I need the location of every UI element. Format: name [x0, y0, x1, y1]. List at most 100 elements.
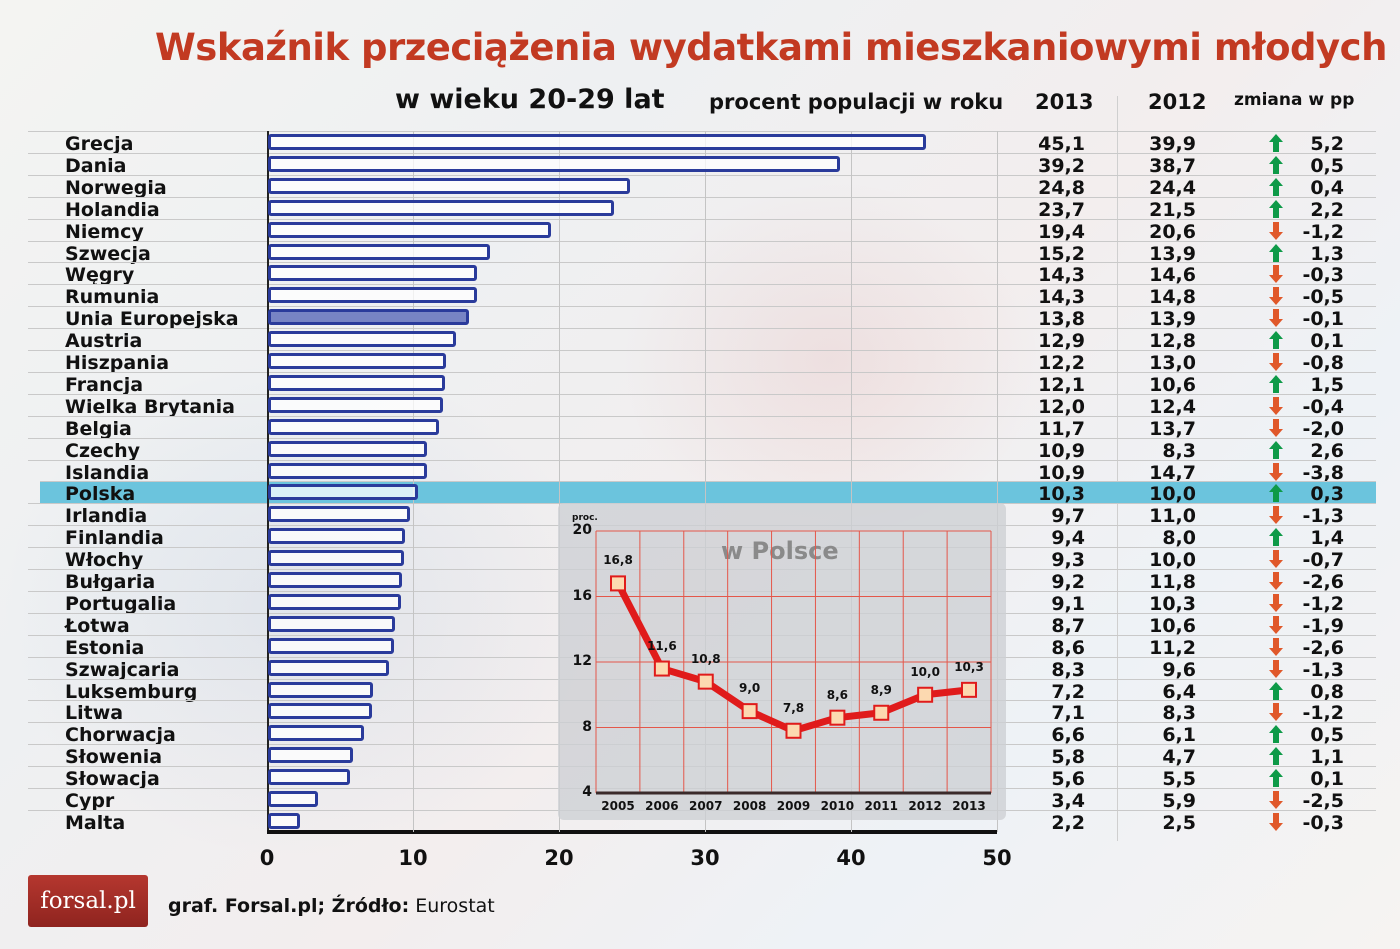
bar-niemcy — [268, 221, 552, 238]
value-2012: 14,7 — [1149, 461, 1196, 484]
chart-title: Wskaźnik przeciążenia wydatkami mieszkan… — [155, 26, 1387, 69]
change-value: -1,2 — [1302, 592, 1344, 615]
arrow-up-icon — [1269, 331, 1283, 350]
arrow-up-icon — [1269, 725, 1283, 744]
change-value: -0,1 — [1302, 308, 1344, 331]
country-name: Dania — [65, 154, 127, 177]
change-value: -1,2 — [1302, 220, 1344, 243]
value-2012: 14,8 — [1149, 286, 1196, 309]
value-2012: 10,3 — [1149, 592, 1196, 615]
inset-x-tick: 2006 — [645, 799, 679, 813]
country-name: Malta — [65, 811, 126, 834]
country-name: Szwajcaria — [65, 658, 180, 681]
inset-x-tick: 2012 — [908, 799, 942, 813]
arrow-down-icon — [1269, 221, 1283, 240]
country-name: Irlandia — [65, 505, 148, 528]
change-value: -0,3 — [1302, 264, 1344, 287]
country-name: Finlandia — [65, 527, 164, 550]
bar-łotwa — [268, 615, 396, 632]
table-row: Szwecja 15,2 13,9 1,3 — [28, 240, 1376, 265]
country-name: Szwecja — [65, 242, 151, 265]
inset-x-tick: 2007 — [689, 799, 723, 813]
arrow-down-icon — [1269, 550, 1283, 569]
value-2013: 9,1 — [1051, 592, 1085, 615]
country-name: Bułgaria — [65, 571, 156, 593]
value-2013: 12,2 — [1038, 352, 1085, 374]
chart-subtitle: w wieku 20-29 lat — [395, 84, 665, 115]
table-row: Dania 39,2 38,7 0,5 — [28, 152, 1376, 177]
inset-x-tick: 2011 — [864, 799, 898, 813]
country-name: Rumunia — [65, 286, 160, 309]
arrow-down-icon — [1269, 418, 1283, 437]
value-2012: 13,9 — [1149, 308, 1196, 331]
inset-x-tick: 2009 — [776, 799, 811, 813]
arrow-down-icon — [1269, 353, 1283, 371]
value-2013: 5,8 — [1051, 746, 1085, 769]
value-2013: 12,9 — [1038, 330, 1085, 353]
value-2013: 14,3 — [1038, 264, 1085, 287]
inset-point-label: 10,8 — [690, 651, 721, 666]
country-name: Węgry — [65, 264, 135, 287]
arrow-up-icon — [1269, 528, 1283, 547]
table-row: Hiszpania 12,2 13,0 -0,8 — [28, 350, 1376, 374]
value-2013: 9,3 — [1051, 549, 1085, 572]
bar-chorwacja — [268, 725, 365, 742]
bar-szwecja — [268, 243, 490, 260]
bar-cypr — [268, 791, 318, 807]
change-value: 1,1 — [1310, 746, 1344, 769]
table-row: Austria 12,9 12,8 0,1 — [28, 328, 1376, 353]
bar-hiszpania — [268, 353, 447, 369]
value-2012: 6,4 — [1162, 680, 1196, 703]
table-row: Norwegia 24,8 24,4 0,4 — [28, 174, 1376, 199]
x-tick-label: 30 — [690, 846, 720, 870]
bar-węgry — [268, 265, 477, 282]
value-2013: 9,4 — [1051, 527, 1085, 550]
inset-y-tick: 20 — [572, 522, 592, 538]
value-2012: 5,5 — [1162, 768, 1196, 791]
country-name: Hiszpania — [65, 352, 170, 374]
value-2013: 11,7 — [1038, 417, 1085, 440]
inset-x-tick: 2010 — [820, 799, 855, 813]
country-name: Austria — [65, 330, 143, 353]
bar-irlandia — [268, 506, 410, 523]
change-value: 2,2 — [1310, 198, 1344, 221]
inset-x-tick: 2005 — [601, 799, 635, 813]
value-2013: 13,8 — [1038, 308, 1085, 331]
change-value: -0,3 — [1302, 811, 1344, 834]
country-name: Litwa — [65, 702, 124, 725]
table-row: Czechy 10,9 8,3 2,6 — [28, 437, 1376, 462]
arrow-up-icon — [1269, 155, 1283, 174]
arrow-down-icon — [1269, 637, 1283, 656]
inset-point-label: 8,9 — [870, 682, 892, 697]
arrow-up-icon — [1269, 374, 1283, 393]
arrow-up-icon — [1269, 199, 1283, 218]
change-value: -2,6 — [1302, 636, 1344, 659]
arrow-up-icon — [1269, 681, 1283, 700]
source-note: graf. Forsal.pl; Źródło: Eurostat — [168, 895, 495, 917]
change-value: -2,6 — [1302, 571, 1344, 593]
value-2013: 2,2 — [1051, 811, 1085, 834]
inset-x-tick: 2008 — [732, 799, 767, 813]
value-2013: 45,1 — [1038, 133, 1085, 155]
country-name: Holandia — [65, 198, 160, 221]
value-2012: 5,9 — [1162, 790, 1196, 812]
bar-szwajcaria — [268, 659, 390, 676]
value-2012: 10,0 — [1149, 483, 1196, 506]
gridline — [705, 131, 706, 832]
bar-holandia — [268, 199, 615, 216]
bar-portugalia — [268, 593, 401, 610]
x-tick-label: 10 — [398, 846, 428, 870]
bar-austria — [268, 331, 457, 348]
table-row: Islandia 10,9 14,7 -3,8 — [28, 459, 1376, 484]
country-name: Polska — [65, 483, 136, 506]
value-2012: 14,6 — [1149, 264, 1196, 287]
arrow-down-icon — [1269, 396, 1283, 415]
value-2013: 10,9 — [1038, 461, 1085, 484]
arrow-up-icon — [1269, 243, 1283, 262]
bar-słowacja — [268, 769, 350, 786]
value-2013: 23,7 — [1038, 198, 1085, 221]
value-2013: 10,9 — [1038, 439, 1085, 462]
arrow-down-icon — [1269, 287, 1283, 306]
value-2012: 21,5 — [1149, 198, 1196, 221]
country-name: Łotwa — [65, 614, 130, 637]
